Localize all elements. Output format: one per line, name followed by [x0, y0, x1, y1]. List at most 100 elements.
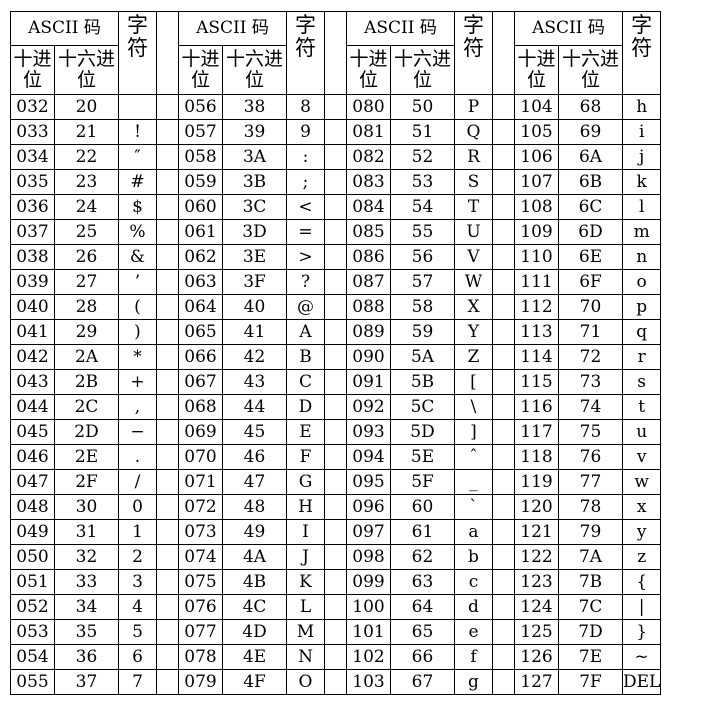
char-cell: N — [286, 644, 325, 670]
hex-cell: 3B — [222, 169, 287, 195]
char-cell: ; — [286, 169, 325, 195]
hex-header: 十六进位 — [54, 45, 119, 95]
hex-cell: 39 — [222, 119, 287, 145]
group-gap — [492, 669, 515, 695]
decimal-cell: 122 — [514, 544, 559, 570]
char-cell: E — [286, 419, 325, 445]
hex-cell: 49 — [222, 519, 287, 545]
hex-cell: 65 — [390, 619, 455, 645]
char-cell: Y — [454, 319, 493, 345]
char-cell: x — [621, 494, 662, 520]
decimal-cell: 080 — [346, 94, 391, 120]
char-cell: + — [118, 369, 157, 395]
group-gap — [324, 644, 347, 670]
char-cell: M — [286, 619, 325, 645]
char-header: 字符 — [621, 11, 662, 95]
group-gap — [492, 469, 515, 495]
table-row: 037 25% 061 3D = 085 55 U 109 6D m — [10, 219, 662, 245]
char-cell: \ — [454, 394, 493, 420]
hex-cell: 51 — [390, 119, 455, 145]
char-cell: n — [621, 244, 662, 270]
decimal-header: 十进位 — [178, 45, 223, 95]
char-cell — [118, 94, 157, 120]
ascii-code-header: ASCII 码 — [10, 11, 119, 46]
group-gap — [324, 244, 347, 270]
char-cell: [ — [454, 369, 493, 395]
decimal-cell: 072 — [178, 494, 223, 520]
char-cell: a — [454, 519, 493, 545]
char-cell: < — [286, 194, 325, 220]
hex-cell: 40 — [222, 294, 287, 320]
decimal-cell: 111 — [514, 269, 559, 295]
char-cell: L — [286, 594, 325, 620]
group-gap — [156, 444, 179, 470]
hex-cell: 58 — [390, 294, 455, 320]
hex-cell: 71 — [558, 319, 623, 345]
ascii-code-header: ASCII 码 — [346, 11, 455, 46]
hex-cell: 42 — [222, 344, 287, 370]
hex-cell: 60 — [390, 494, 455, 520]
decimal-cell: 074 — [178, 544, 223, 570]
hex-cell: 73 — [558, 369, 623, 395]
decimal-cell: 071 — [178, 469, 223, 495]
table-row: 055 37 7 079 4F O 103 67 g 127 7F DEL — [10, 669, 662, 695]
decimal-cell: 115 — [514, 369, 559, 395]
group-gap — [156, 644, 179, 670]
decimal-cell: 097 — [346, 519, 391, 545]
group-gap — [492, 544, 515, 570]
table-row: 040 28(064 40 @088 58 X 112 70 p — [10, 294, 662, 320]
char-cell: F — [286, 444, 325, 470]
char-cell: e — [454, 619, 493, 645]
group-gap — [324, 294, 347, 320]
group-gap — [156, 244, 179, 270]
char-cell: j — [621, 144, 662, 170]
decimal-cell: 102 — [346, 644, 391, 670]
table-row: 045 2D −069 45 E 093 5D] 117 75 u — [10, 419, 662, 445]
decimal-cell: 100 — [346, 594, 391, 620]
group-gap — [156, 494, 179, 520]
char-cell: q — [621, 319, 662, 345]
hex-cell: 46 — [222, 444, 287, 470]
hex-cell: 57 — [390, 269, 455, 295]
hex-cell: 28 — [54, 294, 119, 320]
decimal-cell: 084 — [346, 194, 391, 220]
group-gap — [156, 269, 179, 295]
decimal-cell: 120 — [514, 494, 559, 520]
group-gap — [492, 294, 515, 320]
hex-cell: 69 — [558, 119, 623, 145]
hex-cell: 20 — [54, 94, 119, 120]
decimal-cell: 053 — [10, 619, 55, 645]
decimal-cell: 085 — [346, 219, 391, 245]
decimal-cell: 041 — [10, 319, 55, 345]
hex-cell: 31 — [54, 519, 119, 545]
group-gap — [156, 619, 179, 645]
char-cell: = — [286, 219, 325, 245]
hex-cell: 30 — [54, 494, 119, 520]
group-gap — [156, 119, 179, 145]
char-cell: @ — [286, 294, 325, 320]
hex-cell: 64 — [390, 594, 455, 620]
char-cell: i — [621, 119, 662, 145]
group-gap — [492, 319, 515, 345]
group-gap — [492, 419, 515, 445]
char-cell: t — [621, 394, 662, 420]
group-gap — [156, 144, 179, 170]
decimal-cell: 062 — [178, 244, 223, 270]
group-gap — [156, 519, 179, 545]
char-cell: ` — [454, 494, 493, 520]
hex-cell: 25 — [54, 219, 119, 245]
hex-cell: 2A — [54, 344, 119, 370]
group-gap — [492, 94, 515, 120]
hex-cell: 27 — [54, 269, 119, 295]
char-cell: o — [621, 269, 662, 295]
hex-cell: 74 — [558, 394, 623, 420]
decimal-cell: 079 — [178, 669, 223, 695]
char-cell: − — [118, 419, 157, 445]
decimal-cell: 127 — [514, 669, 559, 695]
char-header: 字符 — [286, 11, 325, 95]
decimal-cell: 070 — [178, 444, 223, 470]
table-row: 048 30 0 072 48 H 096 60 ` 120 78 x — [10, 494, 662, 520]
group-gap — [156, 11, 179, 95]
char-cell: , — [118, 394, 157, 420]
decimal-cell: 049 — [10, 519, 55, 545]
